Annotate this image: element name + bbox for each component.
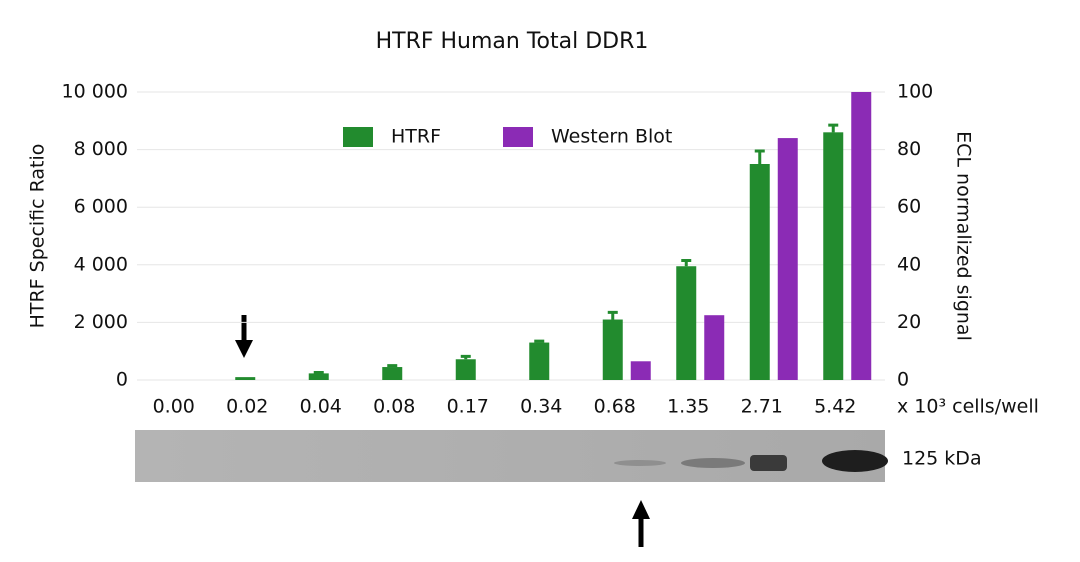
x-tick-label: 0.00 [153, 396, 195, 418]
legend-swatch [343, 127, 373, 147]
bar [235, 377, 256, 380]
x-tick-label: 0.34 [520, 396, 562, 418]
bar [676, 266, 697, 380]
y2-tick-label: 80 [897, 138, 921, 160]
bar [851, 92, 872, 380]
error-bar [828, 123, 839, 133]
x-tick-label: 0.02 [226, 396, 268, 418]
x-tick-label: 1.35 [667, 396, 709, 418]
x-tick-label: 0.04 [300, 396, 342, 418]
y2-tick-label: 40 [897, 253, 921, 275]
legend-label: HTRF [391, 126, 441, 148]
error-bar [534, 339, 545, 343]
error-bar [313, 371, 324, 375]
bar [602, 319, 623, 380]
x-tick-label: 0.17 [447, 396, 489, 418]
x-tick-label: 0.68 [594, 396, 636, 418]
legend-label: Western Blot [551, 126, 672, 148]
blot-band [681, 458, 745, 468]
y-tick-label: 2 000 [74, 311, 128, 333]
x-tick-label: 2.71 [741, 396, 783, 418]
bar [823, 132, 844, 380]
y2-tick-label: 60 [897, 196, 921, 218]
blot-band [822, 450, 888, 472]
bar [777, 138, 798, 380]
y-tick-label: 10 000 [62, 81, 128, 103]
bar [630, 361, 651, 380]
chart-title: HTRF Human Total DDR1 [376, 29, 649, 54]
error-bar [754, 149, 765, 164]
bar [529, 342, 550, 380]
error-bar [387, 364, 398, 368]
bar [704, 315, 725, 380]
y2-tick-label: 100 [897, 81, 933, 103]
blot-band [614, 460, 666, 466]
bar [308, 373, 329, 380]
bar [382, 367, 403, 380]
x-tick-label: 0.08 [373, 396, 415, 418]
arrow-down [235, 315, 253, 358]
x-tick-label: 5.42 [814, 396, 856, 418]
bar [455, 359, 476, 380]
error-bar [460, 354, 471, 360]
y-tick-label: 8 000 [74, 138, 128, 160]
y-tick-label: 6 000 [74, 196, 128, 218]
y2-axis-title: ECL normalized signal [953, 131, 975, 341]
arrow-up [632, 500, 650, 547]
y-tick-label: 4 000 [74, 253, 128, 275]
blot-band [750, 455, 787, 471]
error-bar [681, 258, 692, 267]
blot-label: 125 kDa [902, 448, 982, 470]
x-axis-title: x 10³ cells/well [897, 396, 1039, 418]
bar [749, 164, 770, 380]
western-blot [135, 430, 888, 482]
error-bar [607, 310, 618, 320]
y-tick-label: 0 [116, 369, 128, 391]
legend-swatch [503, 127, 533, 147]
y2-tick-label: 0 [897, 369, 909, 391]
y-axis-title: HTRF Specific Ratio [27, 144, 49, 329]
y2-tick-label: 20 [897, 311, 921, 333]
